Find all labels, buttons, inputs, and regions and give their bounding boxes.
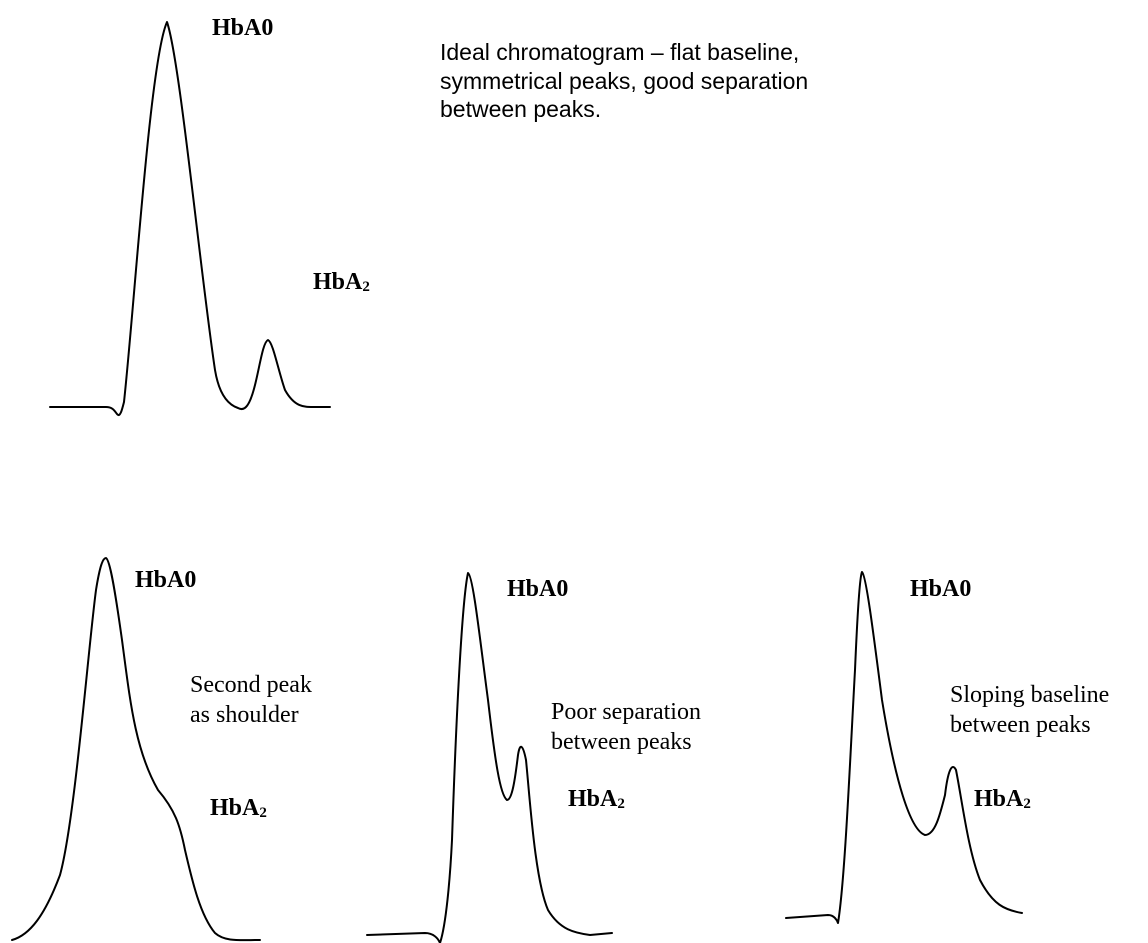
sloping-baseline-peak2-label: HbA2 [974, 786, 1031, 812]
shoulder-peak1-label: HbA0 [135, 567, 196, 593]
sloping-baseline-chromatogram-curve [785, 571, 1023, 924]
ideal-chromatogram-curve [49, 21, 331, 416]
shoulder-chromatogram-curve [11, 557, 261, 942]
ideal-peak2-label: HbA2 [313, 269, 370, 295]
ideal-peak1-label: HbA0 [212, 15, 273, 41]
panel-sloping-baseline: HbA0 HbA2 Sloping baseline between peaks [785, 571, 1115, 924]
shoulder-caption: Second peak as shoulder [190, 672, 318, 728]
sloping-baseline-caption: Sloping baseline between peaks [950, 682, 1115, 738]
sloping-baseline-peak1-label: HbA0 [910, 576, 971, 602]
poor-separation-caption: Poor separation between peaks [551, 699, 707, 755]
poor-separation-peak1-label: HbA0 [507, 576, 568, 602]
poor-separation-chromatogram-curve [366, 572, 613, 943]
ideal-caption: Ideal chromatogram – flat baseline, symm… [440, 39, 815, 122]
panel-poor-separation: HbA0 HbA2 Poor separation between peaks [366, 572, 707, 943]
poor-separation-peak2-label: HbA2 [568, 786, 625, 812]
panel-ideal: HbA0 HbA2 Ideal chromatogram – flat base… [49, 15, 815, 416]
shoulder-peak2-label: HbA2 [210, 795, 267, 821]
panel-shoulder: HbA0 HbA2 Second peak as shoulder [11, 557, 318, 942]
